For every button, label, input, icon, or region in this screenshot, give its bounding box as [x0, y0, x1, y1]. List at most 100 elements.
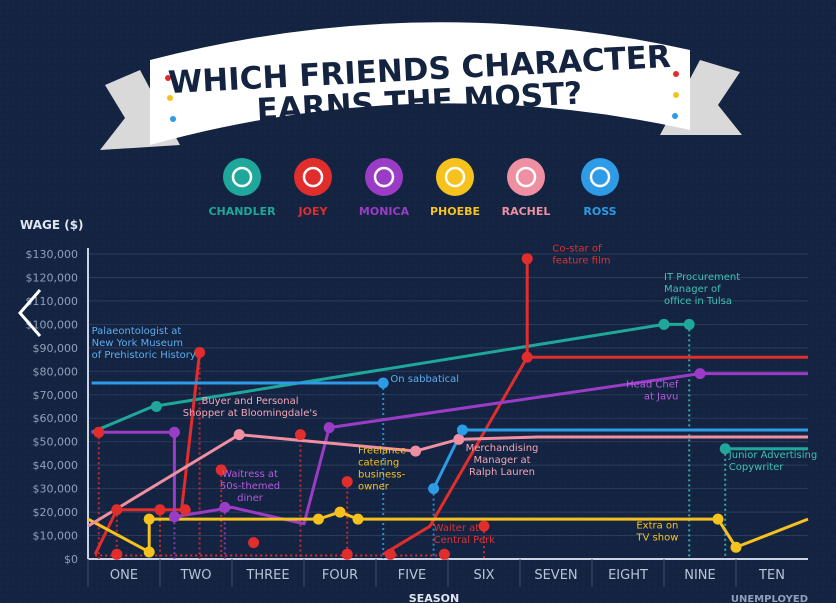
y-tick-label: $30,000 [33, 483, 79, 496]
data-point [194, 347, 206, 359]
y-tick-label: $60,000 [33, 412, 79, 425]
legend-label: RACHEL [502, 205, 551, 218]
y-tick-label: $80,000 [33, 365, 79, 378]
data-point [143, 513, 155, 525]
series-line-monica [91, 372, 808, 526]
unemployed-label: UNEMPLOYED [731, 594, 808, 603]
guitar-icon [436, 158, 474, 196]
x-tick-label: TWO [179, 568, 211, 583]
data-point [438, 548, 450, 560]
data-point [168, 426, 180, 438]
legend-item-joey: JOEY [294, 158, 332, 218]
data-point [712, 513, 724, 525]
data-point [168, 511, 180, 523]
annotation-label: IT Procurement Manager of office in Tulsa [664, 272, 740, 307]
y-tick-label: $100,000 [26, 318, 79, 331]
x-tick-label: EIGHT [608, 568, 648, 583]
series-line-joey [382, 355, 808, 556]
data-point [233, 429, 245, 441]
character-legend: CHANDLER JOEY MONICA PHOEBE RACHEL ROSS [208, 158, 619, 218]
data-point [352, 513, 364, 525]
annotation-label: Freelance catering business-owner [358, 445, 406, 492]
data-point [111, 504, 123, 516]
data-point [683, 318, 695, 330]
hanger-icon [507, 158, 545, 196]
data-point [377, 377, 389, 389]
x-tick-label: ONE [110, 568, 138, 583]
annotation-label: Extra on TV show [635, 521, 678, 544]
data-point [219, 501, 231, 513]
annotation-label: On sabbatical [390, 374, 459, 385]
legend-label: PHOEBE [430, 205, 480, 218]
x-tick-label: FOUR [322, 568, 358, 583]
legend-item-phoebe: PHOEBE [430, 158, 480, 218]
data-point [323, 422, 335, 434]
previous-arrow-icon[interactable] [10, 283, 50, 343]
y-tick-label: $50,000 [33, 436, 79, 449]
data-point [658, 318, 670, 330]
y-tick-label: $10,000 [33, 530, 79, 543]
data-point [384, 548, 396, 560]
y-tick-label: $90,000 [33, 342, 79, 355]
data-point [294, 429, 306, 441]
annotation-label: Waiter at Central Perk [434, 523, 496, 546]
x-tick-label: SEVEN [534, 568, 577, 583]
data-point [179, 504, 191, 516]
y-tick-label: $130,000 [26, 248, 79, 261]
y-tick-label: $120,000 [26, 271, 79, 284]
data-point [111, 548, 123, 560]
legend-item-ross: ROSS [581, 158, 619, 218]
data-point [730, 541, 742, 553]
data-point [334, 506, 346, 518]
data-point [154, 504, 166, 516]
legend-label: CHANDLER [208, 205, 276, 218]
data-point [521, 253, 533, 265]
data-point [453, 433, 465, 445]
data-point [312, 513, 324, 525]
x-tick-label: TEN [758, 568, 785, 583]
legend-item-monica: MONICA [359, 158, 410, 218]
annotation-label: Head Chef at Javu [626, 380, 679, 403]
annotation-label: Co-star of feature film [552, 244, 610, 267]
data-point [719, 443, 731, 455]
y-tick-label: $0 [64, 553, 78, 566]
data-point [428, 483, 440, 495]
legend-label: MONICA [359, 205, 410, 218]
annotation-label: Palaeontologist at New York Museum of Preh… [92, 326, 196, 361]
clapperboard-icon [294, 158, 332, 196]
data-point [694, 368, 706, 380]
data-point [410, 445, 422, 457]
wage-chart: WAGE ($) $0 $10,000 $20,000 $30,000 $40,000 $5… [20, 218, 817, 603]
data-point [93, 426, 105, 438]
x-axis-label: SEASON [409, 592, 459, 603]
dinosaur-footprint-icon [581, 158, 619, 196]
x-tick-label: FIVE [398, 568, 426, 583]
x-tick-label: THREE [245, 568, 289, 583]
data-point [456, 424, 468, 436]
y-axis-label: WAGE ($) [20, 218, 84, 232]
y-tick-label: $110,000 [26, 295, 79, 308]
annotation-label: Waitress at 50s-themed diner [220, 469, 280, 504]
data-point [150, 401, 162, 412]
data-point [341, 476, 353, 488]
data-point [215, 464, 227, 476]
data-point [248, 537, 260, 549]
annotation-label: Merchandising Manager at Ralph Lauren [466, 443, 539, 478]
data-point [341, 548, 353, 560]
legend-label: JOEY [298, 205, 329, 218]
x-tick-label: NINE [684, 568, 716, 583]
legend-item-chandler: CHANDLER [208, 158, 276, 218]
data-point [521, 351, 533, 363]
series-line-chandler [91, 322, 686, 434]
annotation-label: Junior Advertising Copywriter [728, 450, 817, 473]
data-point [478, 520, 490, 532]
x-tick-label: SIX [474, 568, 495, 583]
legend-label: ROSS [583, 205, 616, 218]
y-tick-label: $40,000 [33, 459, 79, 472]
smiley-face-icon [223, 158, 261, 196]
data-point [143, 546, 155, 558]
y-tick-label: $20,000 [33, 506, 79, 519]
y-tick-label: $70,000 [33, 389, 79, 402]
legend-item-rachel: RACHEL [502, 158, 551, 218]
